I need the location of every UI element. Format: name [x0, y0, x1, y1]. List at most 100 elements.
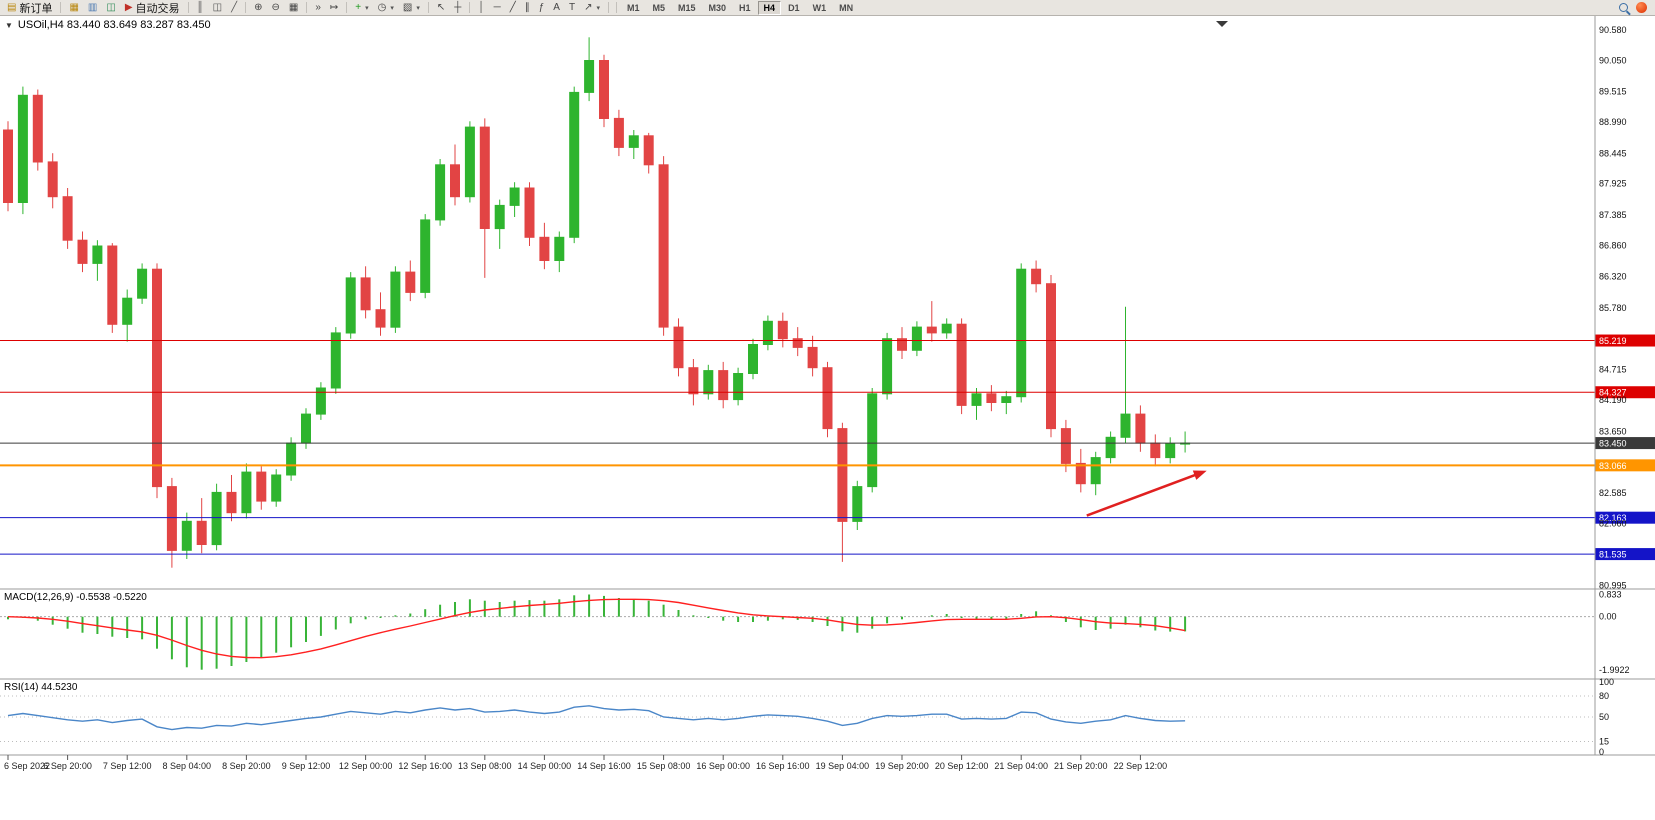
- timeframe-m1-button[interactable]: M1: [626, 2, 640, 13]
- crosshair-icon: ┼: [454, 1, 462, 13]
- label-button[interactable]: T: [565, 1, 579, 15]
- svg-text:13 Sep 08:00: 13 Sep 08:00: [458, 761, 512, 771]
- chart-shift-marker[interactable]: [1216, 21, 1228, 27]
- price-line-badge: [1595, 459, 1655, 472]
- timeframe-mn-button[interactable]: MN: [839, 2, 854, 13]
- line-chart-button[interactable]: ╱: [227, 1, 241, 15]
- svg-text:0: 0: [1599, 747, 1604, 757]
- notification-badge-icon[interactable]: [1636, 2, 1647, 13]
- channel-button[interactable]: ∥: [521, 1, 534, 15]
- svg-text:21 Sep 20:00: 21 Sep 20:00: [1054, 761, 1108, 771]
- chart-title: ▼ USOil,H4 83.440 83.649 83.287 83.450: [5, 19, 211, 31]
- price-chart[interactable]: 85.21984.32783.45083.06682.16381.53590.5…: [0, 16, 1655, 820]
- svg-text:21 Sep 04:00: 21 Sep 04:00: [994, 761, 1048, 771]
- timeframe-m5-button[interactable]: M5: [652, 2, 665, 13]
- svg-text:14 Sep 00:00: 14 Sep 00:00: [518, 761, 572, 771]
- bar-chart-button[interactable]: ║: [193, 1, 208, 15]
- chart-shift-button[interactable]: ↦: [326, 1, 342, 15]
- svg-text:6 Sep 20:00: 6 Sep 20:00: [43, 761, 92, 771]
- data-window-icon: ◫: [106, 1, 116, 13]
- new-chart-button[interactable]: ▦: [65, 1, 82, 15]
- zoom-in-button[interactable]: ⊕: [250, 1, 266, 15]
- toolbar-separator: [427, 2, 429, 13]
- vertical-line-button[interactable]: │: [474, 1, 488, 15]
- timeframe-m30-button[interactable]: M30: [708, 2, 727, 13]
- svg-text:0.833: 0.833: [1599, 590, 1622, 600]
- candles: [3, 37, 1191, 568]
- horizontal-line-button[interactable]: ─: [490, 1, 505, 15]
- svg-text:84.190: 84.190: [1599, 395, 1627, 405]
- chevron-down-icon: ▾: [596, 4, 600, 12]
- profiles-icon: ▥: [87, 1, 98, 13]
- crosshair-button[interactable]: ┼: [450, 1, 465, 15]
- new-order-button[interactable]: ▤ 新订单: [3, 1, 56, 15]
- auto-scroll-button[interactable]: »: [311, 1, 325, 15]
- periods-button[interactable]: ◷ ▾: [374, 1, 398, 15]
- profiles-button[interactable]: ▥: [84, 1, 101, 15]
- horizontal-line-icon: ─: [493, 1, 501, 13]
- svg-text:15 Sep 08:00: 15 Sep 08:00: [637, 761, 691, 771]
- timeframe-h1-button[interactable]: H1: [739, 2, 751, 13]
- svg-text:87.385: 87.385: [1599, 210, 1627, 220]
- toolbar-separator: [187, 2, 189, 13]
- rsi-line: [7, 705, 1186, 731]
- toolbar-separator: [60, 2, 62, 13]
- fibonacci-icon: ƒ: [538, 1, 545, 13]
- svg-text:87.925: 87.925: [1599, 179, 1627, 189]
- svg-text:82.060: 82.060: [1599, 519, 1627, 529]
- templates-button[interactable]: ▧ ▾: [399, 1, 424, 15]
- svg-text:100: 100: [1599, 677, 1614, 687]
- svg-text:50: 50: [1599, 712, 1609, 722]
- svg-text:-1.9922: -1.9922: [1599, 665, 1630, 675]
- toolbar-right: [1619, 2, 1652, 13]
- trend-arrow-annotation[interactable]: [1086, 470, 1207, 517]
- arrow-head: [1192, 470, 1207, 480]
- svg-text:82.585: 82.585: [1599, 488, 1627, 498]
- auto-trading-button-label: 自动交易: [135, 2, 180, 15]
- text-button[interactable]: A: [549, 1, 564, 15]
- label-icon: T: [568, 1, 576, 13]
- chevron-down-icon: ▾: [416, 4, 420, 12]
- price-line-badge-text: 81.535: [1599, 550, 1627, 560]
- price-line-badge-text: 83.450: [1599, 439, 1627, 449]
- price-line-badge: [1595, 511, 1655, 524]
- cursor-button[interactable]: ↖: [433, 1, 449, 15]
- svg-text:80: 80: [1599, 691, 1609, 701]
- timeframe-h4-button[interactable]: H4: [757, 0, 782, 15]
- tile-windows-button[interactable]: ▦: [285, 1, 302, 15]
- toolbar-separator: [607, 2, 609, 13]
- rsi-pane: [0, 695, 1595, 742]
- timeframe-d1-button[interactable]: D1: [788, 2, 800, 13]
- text-icon: A: [553, 1, 560, 13]
- price-line-badge-text: 82.163: [1599, 513, 1627, 523]
- one-click-trading-caret-icon[interactable]: ▼: [5, 20, 13, 30]
- play-icon: ▶: [124, 1, 133, 13]
- svg-text:84.715: 84.715: [1599, 365, 1627, 375]
- price-scale[interactable]: 90.580 90.050 89.515 88.990 88.445 87.925 87.3…: [1599, 25, 1630, 757]
- timeframe-m15-button[interactable]: M15: [678, 2, 696, 13]
- search-icon[interactable]: [1619, 3, 1628, 12]
- price-line-badge: [1595, 548, 1655, 561]
- line-chart-icon: ╱: [231, 1, 238, 13]
- toolbar-separator: [306, 2, 308, 13]
- macd-label: MACD(12,26,9) -0.5538 -0.5220: [4, 592, 147, 603]
- trendline-button[interactable]: ╱: [506, 1, 520, 15]
- data-window-button[interactable]: ◫: [102, 1, 119, 15]
- auto-trading-button[interactable]: ▶ 自动交易: [121, 1, 184, 15]
- svg-text:16 Sep 16:00: 16 Sep 16:00: [756, 761, 810, 771]
- svg-text:8 Sep 04:00: 8 Sep 04:00: [163, 761, 212, 771]
- pane-separators: [0, 16, 1655, 756]
- svg-text:19 Sep 04:00: 19 Sep 04:00: [816, 761, 870, 771]
- toolbar: ▤ 新订单 ▦ ▥ ◫ ▶ 自动交易 ║ ◫ ╱ ⊕ ⊖ ▦» ↦ + ▾ ◷ ▾ ▧ ▾ ↖ ┼ │ ─ ╱ ∥ ƒ A T ↗ ▾ M1 M…: [0, 0, 1655, 16]
- chart-shift-icon: ↦: [329, 1, 339, 13]
- timeframe-w1-button[interactable]: W1: [812, 2, 827, 13]
- new-order-button-label: 新订单: [19, 2, 53, 15]
- fibonacci-button[interactable]: ƒ: [535, 1, 549, 15]
- chart-area[interactable]: 85.219 84.327 83.450 83.066 82.163 81.535 90.5…: [0, 16, 1655, 820]
- arrows-button[interactable]: ↗ ▾: [580, 1, 604, 15]
- indicators-button[interactable]: + ▾: [351, 1, 372, 15]
- zoom-out-button[interactable]: ⊖: [267, 1, 283, 15]
- price-line-badge-text: 84.327: [1599, 388, 1627, 398]
- candlestick-button[interactable]: ◫: [209, 1, 226, 15]
